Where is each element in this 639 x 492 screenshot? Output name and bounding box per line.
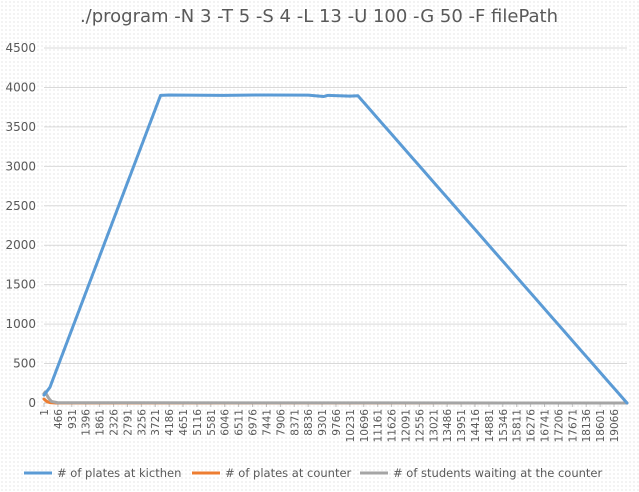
series-line-0 — [42, 93, 629, 405]
series-lines — [42, 93, 629, 405]
x-tick-label: 4651 — [178, 409, 190, 436]
series-line-2 — [42, 390, 629, 405]
gridlines — [44, 47, 627, 365]
y-tick-label: 2500 — [5, 199, 36, 213]
x-tick-label: 6976 — [248, 409, 260, 436]
y-tick-label: 3000 — [5, 159, 36, 173]
chart-title: ./program -N 3 -T 5 -S 4 -L 13 -U 100 -G… — [80, 6, 558, 27]
x-tick-label: 14416 — [470, 409, 482, 443]
x-tick-label: 17671 — [567, 409, 579, 442]
x-tick-label: 1861 — [95, 409, 107, 436]
x-tick-label: 10696 — [359, 409, 371, 443]
x-tick-label: 6511 — [234, 409, 246, 436]
x-tick-label: 2326 — [109, 409, 121, 436]
y-tick-label: 2000 — [5, 238, 36, 252]
legend: # of plates at kicthen # of plates at cou… — [24, 466, 602, 480]
legend-label: # of plates at counter — [225, 466, 352, 480]
y-tick-label: 1500 — [5, 278, 36, 292]
x-tick-label: 19066 — [609, 409, 621, 443]
y-tick-label: 1000 — [5, 317, 36, 331]
x-tick-label: 12091 — [400, 409, 412, 442]
x-tick-label: 14881 — [484, 409, 496, 442]
x-tick-label: 15346 — [498, 409, 510, 443]
x-tick-label: 8836 — [303, 409, 315, 436]
y-tick-label: 4500 — [5, 41, 36, 55]
y-axis: 0 500 1000 1500 2000 2500 3000 3500 4000 4500 — [5, 41, 36, 410]
x-tick-label: 11161 — [373, 409, 385, 442]
x-tick-label: 11626 — [387, 409, 399, 443]
x-tick-label: 18136 — [581, 409, 593, 443]
x-tick-label: 7906 — [275, 409, 287, 436]
x-tick-label: 4186 — [164, 409, 176, 436]
x-tick-label: 16276 — [526, 409, 538, 443]
x-tick-label: 2791 — [122, 409, 134, 436]
x-tick-label: 13951 — [456, 409, 468, 442]
x-tick-label: 466 — [53, 409, 65, 429]
x-tick-label: 17206 — [553, 409, 565, 443]
y-tick-label: 3500 — [5, 120, 36, 134]
x-tick-label: 931 — [67, 409, 79, 429]
x-tick-label: 9766 — [331, 409, 343, 436]
x-tick-label: 9301 — [317, 409, 329, 436]
legend-label: # of students waiting at the counter — [393, 466, 602, 480]
x-tick-label: 16741 — [540, 409, 552, 442]
x-tick-label: 8371 — [289, 409, 301, 436]
y-tick-label: 4000 — [5, 80, 36, 94]
x-axis: 1 466 931 1396 1861 2326 2791 3256 3721 4186 4651 5… — [39, 402, 627, 443]
x-tick-label: 3256 — [136, 409, 148, 436]
legend-label: # of plates at kicthen — [57, 466, 181, 480]
x-tick-label: 1396 — [81, 409, 93, 436]
x-tick-label: 7441 — [261, 409, 273, 436]
x-tick-label: 1 — [39, 409, 51, 416]
x-tick-label: 13486 — [442, 409, 454, 443]
x-tick-label: 10231 — [345, 409, 357, 442]
x-tick-label: 5116 — [192, 409, 204, 436]
y-tick-label: 500 — [13, 357, 36, 371]
x-tick-label: 18601 — [595, 409, 607, 442]
x-tick-label: 6046 — [220, 409, 232, 436]
x-tick-label: 13021 — [428, 409, 440, 442]
x-tick-label: 15811 — [512, 409, 524, 442]
x-tick-label: 12556 — [414, 409, 426, 443]
x-tick-label: 5581 — [206, 409, 218, 436]
y-tick-label: 0 — [28, 396, 36, 410]
x-tick-label: 3721 — [150, 409, 162, 436]
